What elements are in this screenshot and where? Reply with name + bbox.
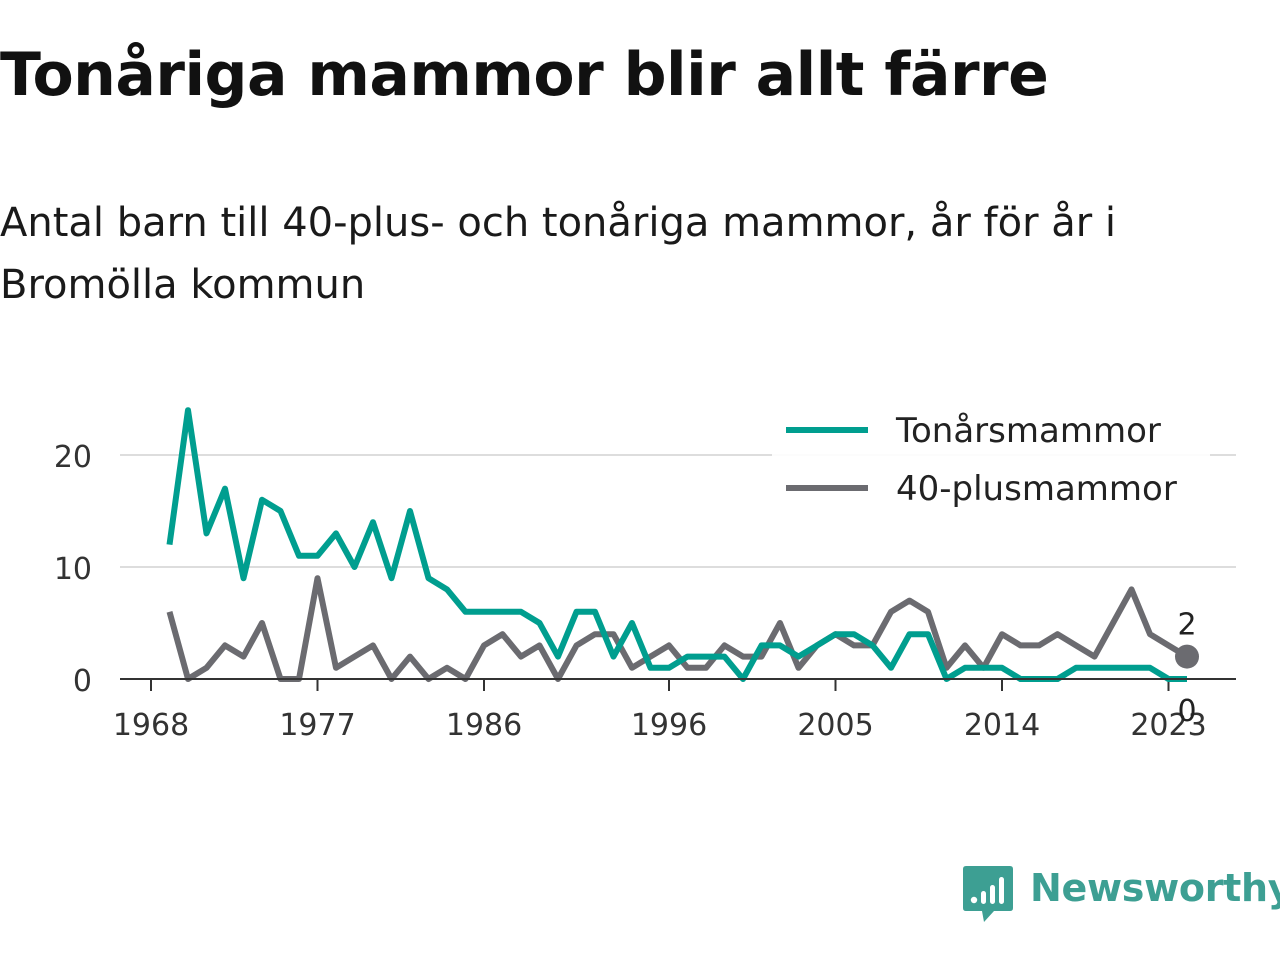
end-label-40-plusmammor: 2 [1177, 608, 1196, 643]
end-label-tonarsmammor: 0 [1177, 694, 1196, 729]
chart-subtitle: Antal barn till 40-plus- och tonåriga ma… [0, 200, 1117, 308]
legend-label: Tonårsmammor [895, 411, 1161, 451]
newsworthy-logo[interactable]: Newsworthy [962, 864, 1280, 924]
x-tick-label: 2005 [797, 708, 873, 743]
x-tick-label: 1968 [113, 708, 189, 743]
y-tick-label: 10 [54, 552, 92, 587]
x-tick-label: 2023 [1130, 708, 1206, 743]
series-line-40-plusmammor [166, 575, 1189, 682]
x-tick-label: 1996 [631, 708, 707, 743]
legend-background [772, 398, 1210, 520]
x-tick-label: 2014 [964, 708, 1040, 743]
y-tick-label: 20 [54, 440, 92, 475]
brand-name: Newsworthy [1030, 866, 1280, 910]
newsworthy-logo-icon [963, 866, 1013, 922]
series-line-tonarsmammor [166, 407, 1187, 682]
chart-title: Tonåriga mammor blir allt färre [0, 40, 1049, 110]
end-point-40-plusmammor [1175, 644, 1199, 669]
x-tick-label: 1977 [279, 708, 355, 743]
x-tick-label: 1986 [446, 708, 522, 743]
legend-label: 40-plusmammor [896, 469, 1177, 509]
y-tick-label: 0 [73, 664, 92, 699]
